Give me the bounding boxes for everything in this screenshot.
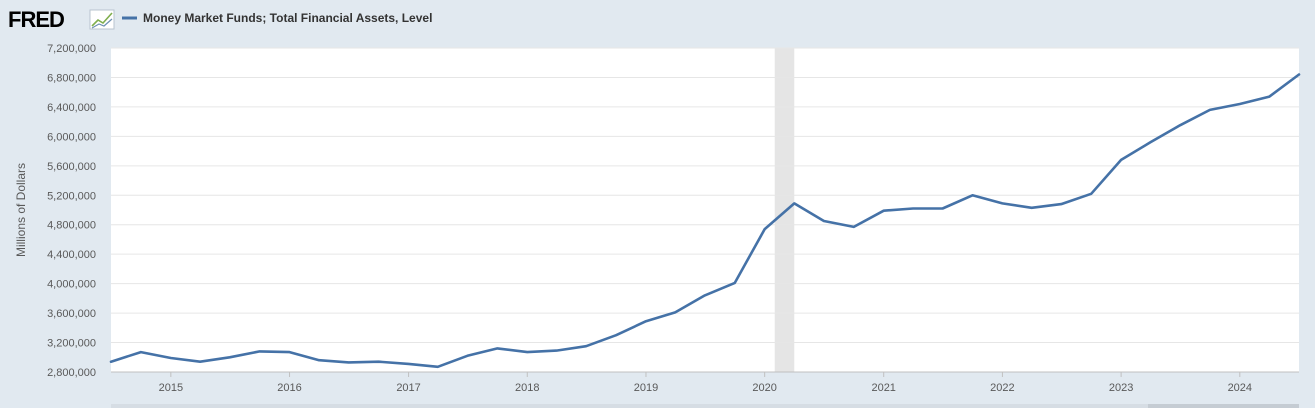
x-tick-label: 2022: [990, 382, 1014, 394]
y-axis-title: Millions of Dollars: [14, 163, 28, 257]
data-point[interactable]: [939, 205, 947, 213]
x-tick-label: 2021: [871, 382, 895, 394]
fred-logo-text: FRED: [8, 7, 64, 32]
data-point[interactable]: [107, 358, 115, 366]
legend-label: Money Market Funds; Total Financial Asse…: [143, 11, 432, 25]
x-tick-label: 2019: [634, 382, 658, 394]
data-point[interactable]: [642, 317, 650, 325]
data-point[interactable]: [850, 223, 858, 231]
data-point[interactable]: [880, 207, 888, 215]
data-point[interactable]: [1206, 106, 1214, 114]
y-tick-label: 6,400,000: [47, 102, 96, 114]
data-point[interactable]: [405, 360, 413, 368]
y-tick-label: 5,200,000: [47, 190, 96, 202]
series-line[interactable]: [109, 73, 1301, 369]
data-point[interactable]: [761, 225, 769, 233]
data-point[interactable]: [553, 347, 561, 355]
y-tick-label: 6,000,000: [47, 131, 96, 143]
y-tick-label: 3,600,000: [47, 308, 96, 320]
data-point[interactable]: [345, 358, 353, 366]
data-point[interactable]: [1236, 100, 1244, 108]
y-tick-label: 4,000,000: [47, 279, 96, 291]
gridlines: [111, 47, 1299, 373]
data-point[interactable]: [909, 205, 917, 213]
data-point[interactable]: [315, 356, 323, 364]
data-point[interactable]: [226, 353, 234, 361]
data-point[interactable]: [1028, 204, 1036, 212]
data-point[interactable]: [1057, 200, 1065, 208]
fred-graph-icon: [89, 9, 115, 30]
data-point[interactable]: [790, 199, 798, 207]
y-axis: 2,800,000 3,200,000 3,600,000 4,000,000 4,40…: [47, 43, 96, 379]
data-point[interactable]: [671, 308, 679, 316]
data-point[interactable]: [1146, 138, 1154, 146]
data-point[interactable]: [612, 331, 620, 339]
data-point[interactable]: [463, 352, 471, 360]
data-point[interactable]: [582, 342, 590, 350]
data-point[interactable]: [731, 279, 739, 287]
x-tick-label: 2020: [752, 382, 776, 394]
data-point[interactable]: [1087, 190, 1095, 198]
x-tick-label: 2017: [396, 382, 420, 394]
legend: Money Market Funds; Total Financial Asse…: [122, 11, 432, 25]
recession-bar: [774, 48, 795, 372]
data-point[interactable]: [701, 291, 709, 299]
series-layer: [107, 71, 1303, 371]
data-point[interactable]: [286, 348, 294, 356]
data-point[interactable]: [1176, 121, 1184, 129]
x-tick-label: 2023: [1109, 382, 1133, 394]
data-point[interactable]: [523, 348, 531, 356]
data-point[interactable]: [493, 344, 501, 352]
data-point[interactable]: [820, 217, 828, 225]
y-tick-label: 2,800,000: [47, 367, 96, 379]
navigator-strip[interactable]: [111, 404, 1299, 408]
x-tick-label: 2016: [277, 382, 301, 394]
x-tick-label: 2018: [515, 382, 539, 394]
data-point[interactable]: [167, 354, 175, 362]
data-point[interactable]: [137, 348, 145, 356]
data-point[interactable]: [196, 358, 204, 366]
y-tick-label: 4,800,000: [47, 220, 96, 232]
data-point[interactable]: [1295, 71, 1303, 79]
y-tick-label: 5,600,000: [47, 161, 96, 173]
y-tick-label: 6,800,000: [47, 72, 96, 84]
x-tick-label: 2015: [159, 382, 183, 394]
recession-shading: [774, 48, 795, 372]
data-point[interactable]: [1265, 93, 1273, 101]
data-point[interactable]: [434, 363, 442, 371]
y-tick-label: 4,400,000: [47, 249, 96, 261]
data-point[interactable]: [998, 199, 1006, 207]
x-tick-label: 2024: [1228, 382, 1252, 394]
data-point[interactable]: [375, 358, 383, 366]
data-point[interactable]: [968, 191, 976, 199]
fred-logo[interactable]: FRED: [8, 7, 115, 32]
y-tick-label: 7,200,000: [47, 43, 96, 55]
y-tick-label: 3,200,000: [47, 338, 96, 350]
navigator-handle[interactable]: [1148, 404, 1299, 408]
data-point[interactable]: [1117, 156, 1125, 164]
data-point[interactable]: [256, 347, 264, 355]
plot-area: [111, 48, 1299, 372]
x-axis: 2015 2016 2017 2018 2019 2020 2021 2022 2023 2024: [111, 371, 1299, 394]
